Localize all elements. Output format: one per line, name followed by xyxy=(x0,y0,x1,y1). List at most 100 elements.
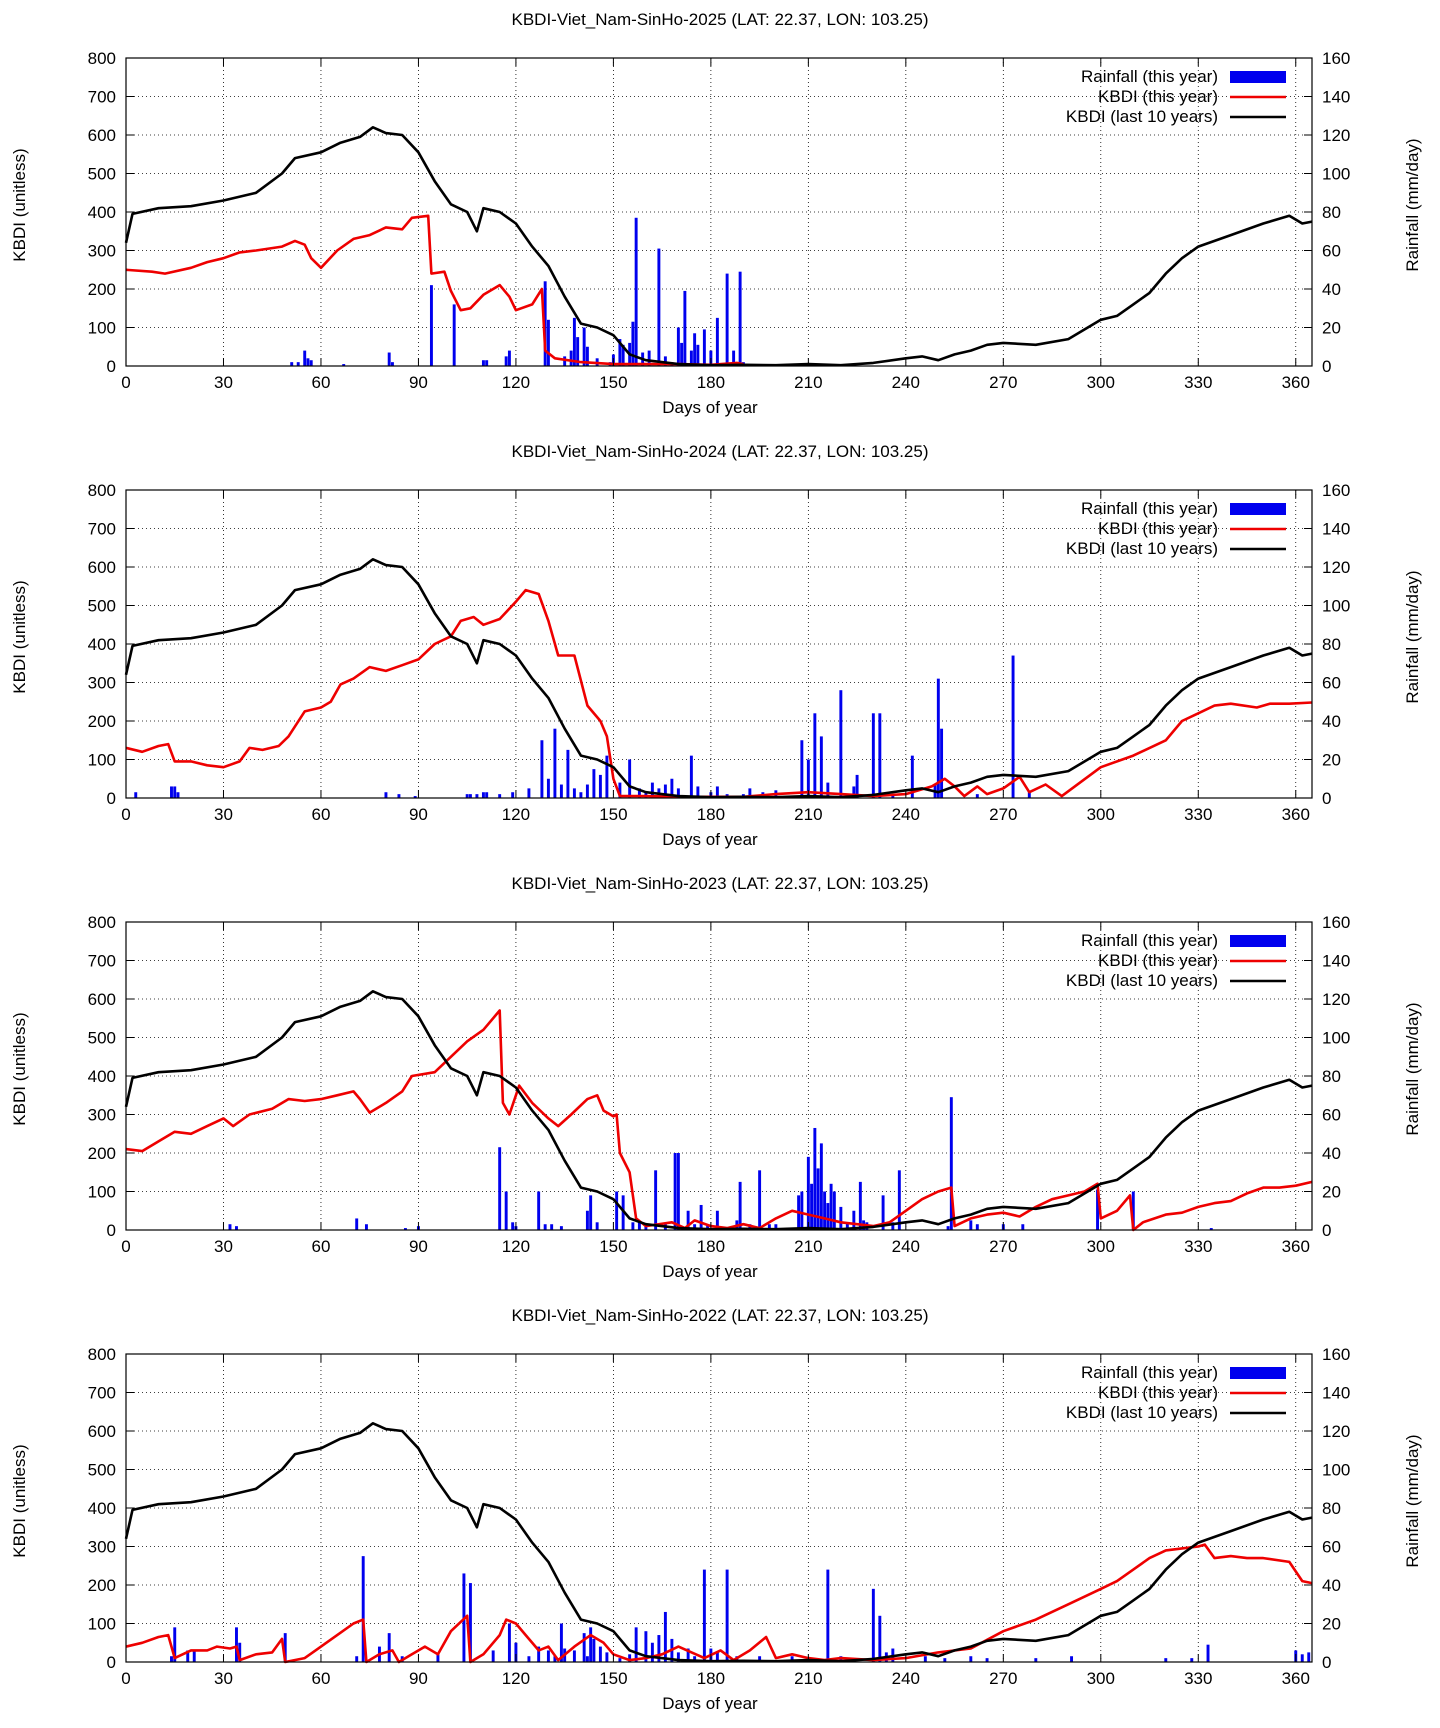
rainfall-bar xyxy=(361,1556,365,1662)
rainfall-bar xyxy=(683,290,687,366)
rainfall-bar xyxy=(1021,1224,1025,1230)
x-tick-label: 210 xyxy=(794,1237,822,1256)
y-tick-label-right: 140 xyxy=(1322,88,1350,107)
chart-title: KBDI-Viet_Nam-SinHo-2023 (LAT: 22.37, LO… xyxy=(511,874,929,893)
rainfall-bar xyxy=(235,1226,238,1230)
rainfall-bar xyxy=(663,1611,667,1662)
y-tick-label-left: 800 xyxy=(88,49,116,68)
rainfall-bar xyxy=(387,1633,391,1662)
y-tick-label-right: 120 xyxy=(1322,1422,1350,1441)
rainfall-bar xyxy=(676,327,680,366)
rainfall-bar xyxy=(504,1191,508,1230)
x-tick-label: 120 xyxy=(502,1669,530,1688)
grid xyxy=(126,490,1312,798)
x-tick-label: 180 xyxy=(697,1669,725,1688)
rainfall-bar xyxy=(543,1224,547,1230)
rainfall-bar xyxy=(1190,1658,1194,1662)
kbdi-last-10-years-line xyxy=(124,1422,1313,1663)
x-tick-label: 60 xyxy=(311,1669,330,1688)
y-tick-label-right: 40 xyxy=(1322,280,1341,299)
chart-svg: 0 30 60 90 120 150 180 210 240 270 300 330 360 0 100 20… xyxy=(88,49,1351,392)
rainfall-bar xyxy=(546,319,550,366)
rainfall-bar xyxy=(498,1147,502,1230)
rainfall-bar xyxy=(628,1654,632,1662)
x-tick-label: 210 xyxy=(794,805,822,824)
rainfall-bar xyxy=(296,362,300,366)
x-tick-label: 90 xyxy=(409,1669,428,1688)
rainfall-bar xyxy=(738,1181,742,1230)
y-tick-label-left: 100 xyxy=(88,319,116,338)
rainfall-bars xyxy=(228,1097,1213,1230)
x-tick-label: 300 xyxy=(1087,1669,1115,1688)
rainfall-bar xyxy=(969,1220,973,1230)
rainfall-bar xyxy=(693,1224,697,1230)
rainfall-bar xyxy=(715,1210,719,1230)
x-tick-label: 0 xyxy=(121,1669,130,1688)
x-tick-label: 240 xyxy=(892,805,920,824)
kbdi-this-year-line xyxy=(125,214,744,367)
rainfall-bar xyxy=(628,759,632,798)
rainfall-bar xyxy=(582,1633,586,1662)
rainfall-bar xyxy=(589,1195,593,1230)
y-tick-label-left: 300 xyxy=(88,1538,116,1557)
rainfall-bar xyxy=(985,1658,989,1662)
rainfall-bar xyxy=(1209,1228,1213,1230)
x-tick-label: 240 xyxy=(892,1237,920,1256)
rainfall-bar xyxy=(238,1642,242,1662)
rainfall-bar xyxy=(504,356,508,366)
x-tick-label: 270 xyxy=(989,373,1017,392)
legend-rainfall-swatch xyxy=(1230,71,1286,83)
rainfall-bar xyxy=(452,304,456,366)
chart-title: KBDI-Viet_Nam-SinHo-2025 (LAT: 22.37, LO… xyxy=(511,10,929,29)
rainfall-bar xyxy=(673,1153,677,1230)
rainfall-bar xyxy=(897,1170,901,1230)
rainfall-bar xyxy=(485,360,489,366)
legend-kbdi-last-10-years-label: KBDI (last 10 years) xyxy=(1066,539,1218,558)
rainfall-bar xyxy=(637,1222,641,1230)
y-tick-label-right: 140 xyxy=(1322,952,1350,971)
rainfall-bar xyxy=(306,358,310,366)
rainfall-bar xyxy=(491,1650,495,1662)
x-tick-label: 180 xyxy=(697,1237,725,1256)
y-tick-label-left: 500 xyxy=(88,1461,116,1480)
legend-kbdi-last-10-years-label: KBDI (last 10 years) xyxy=(1066,1403,1218,1422)
rainfall-bar xyxy=(559,1226,563,1230)
rainfall-bar xyxy=(975,794,979,798)
rainfall-bar xyxy=(615,1191,619,1230)
rainfall-bar xyxy=(1011,655,1015,798)
y-tick-label-right: 140 xyxy=(1322,1384,1350,1403)
rainfall-bar xyxy=(511,1222,515,1230)
legend-kbdi-this-year-label: KBDI (this year) xyxy=(1098,1383,1218,1402)
rainfall-bar xyxy=(800,1191,804,1230)
rainfall-bar xyxy=(767,1224,771,1230)
rainfall-bar xyxy=(605,755,609,798)
rainfall-bar xyxy=(595,1222,599,1230)
chart-title: KBDI-Viet_Nam-SinHo-2022 (LAT: 22.37, LO… xyxy=(511,1306,929,1325)
y-tick-label-right: 0 xyxy=(1322,1221,1331,1240)
rainfall-bar xyxy=(702,1569,706,1662)
kbdi-last-10-years-line xyxy=(124,126,1313,367)
legend-kbdi-last-10-years-label: KBDI (last 10 years) xyxy=(1066,971,1218,990)
rainfall-bar xyxy=(657,1635,661,1662)
rainfall-bars xyxy=(170,1556,1311,1662)
y-tick-label-right: 20 xyxy=(1322,751,1341,770)
chart-panel-3: KBDI-Viet_Nam-SinHo-2022 (LAT: 22.37, LO… xyxy=(0,1296,1440,1728)
y-tick-label-left: 200 xyxy=(88,1576,116,1595)
rainfall-bar xyxy=(686,1648,690,1662)
rainfall-bar xyxy=(553,1656,557,1662)
x-tick-label: 0 xyxy=(121,805,130,824)
rainfall-bar xyxy=(566,749,570,798)
rainfall-bar xyxy=(413,796,417,798)
rainfall-bar xyxy=(553,728,557,798)
x-tick-label: 330 xyxy=(1184,373,1212,392)
y-tick-label-right: 100 xyxy=(1322,597,1350,616)
rainfall-bar xyxy=(650,782,654,798)
legend-rainfall-label: Rainfall (this year) xyxy=(1081,931,1218,950)
rainfall-bar xyxy=(878,713,882,798)
chart-svg: 0 30 60 90 120 150 180 210 240 270 300 330 360 0 100 20… xyxy=(88,1345,1351,1688)
rainfall-bar xyxy=(826,1203,830,1230)
y-tick-label-left: 300 xyxy=(88,1106,116,1125)
kbdi-this-year-line xyxy=(125,588,1313,799)
rainfall-bar xyxy=(644,1631,648,1662)
